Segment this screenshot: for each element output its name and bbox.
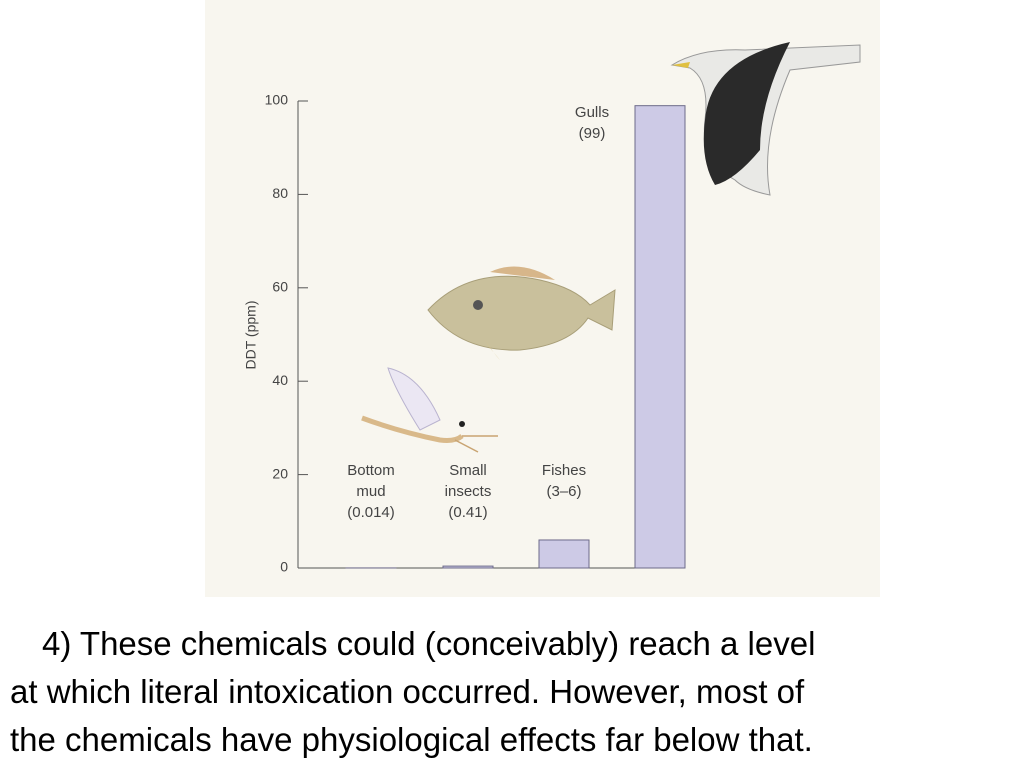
bar xyxy=(634,105,686,569)
y-tick-label: 20 xyxy=(272,465,288,481)
value-label: (0.41) xyxy=(448,504,488,521)
y-tick-label: 40 xyxy=(272,372,288,388)
y-tick-label: 80 xyxy=(272,185,288,201)
value-label: (99) xyxy=(578,125,606,142)
caption-line: at which literal intoxication occurred. … xyxy=(10,673,805,710)
category-label: Gulls xyxy=(574,104,610,121)
bar xyxy=(442,565,494,569)
value-label: (3–6) xyxy=(546,483,582,500)
y-axis-label: DDT (ppm) xyxy=(243,301,259,370)
category-label: Fishes xyxy=(541,462,587,479)
category-label: Small insects xyxy=(444,462,492,500)
category-label: Bottom mud xyxy=(347,462,395,500)
caption-line: 4) These chemicals could (conceivably) r… xyxy=(42,625,816,662)
y-tick-label: 0 xyxy=(280,559,288,575)
y-tick-label: 100 xyxy=(265,92,289,108)
y-tick-label: 60 xyxy=(272,279,288,295)
caption-line: the chemicals have physiological effects… xyxy=(10,721,813,758)
value-label: (0.014) xyxy=(347,504,395,521)
fish-illustration xyxy=(427,266,616,360)
bar xyxy=(538,539,590,569)
insect-illustration xyxy=(361,367,498,453)
gull-illustration xyxy=(670,42,861,196)
